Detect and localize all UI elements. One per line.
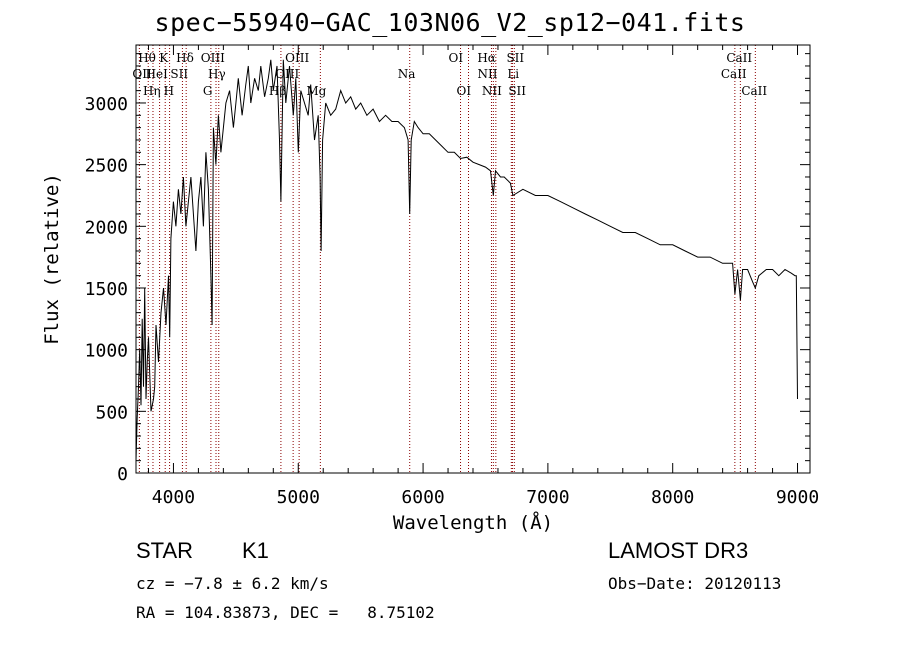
line-label-24: CaII	[721, 67, 747, 81]
x-tick-label-2: 6000	[401, 487, 444, 508]
y-tick-label-2: 1000	[85, 341, 128, 362]
line-label-4: K	[159, 51, 169, 65]
y-tick-label-0: 0	[117, 464, 128, 485]
line-label-10: OIII	[201, 51, 225, 65]
y-tick-label-4: 2000	[85, 217, 128, 238]
line-markers-layer	[138, 45, 756, 473]
line-label-23: SII	[508, 84, 526, 98]
plot-frame	[135, 44, 811, 474]
line-label-2: Hη	[143, 84, 161, 98]
line-label-9: Hγ	[208, 67, 226, 81]
x-tick-label-4: 8000	[651, 487, 694, 508]
line-label-5: H	[164, 84, 174, 98]
line-label-0: OII	[132, 67, 152, 81]
x-axis-label: Wavelength (Å)	[393, 511, 553, 534]
y-tick-label-6: 3000	[85, 94, 128, 115]
line-label-6: SII	[170, 67, 188, 81]
x-axis: 4000 5000 6000 7000 8000 9000	[147, 45, 819, 508]
line-label-16: OI	[449, 51, 464, 65]
coordinates: RA = 104.83873, DEC = 8.75102	[136, 603, 435, 622]
line-label-12: OIII	[275, 67, 299, 81]
line-label-25: CaII	[726, 51, 752, 65]
x-tick-label-1: 5000	[277, 487, 320, 508]
survey-name: LAMOST DR3	[608, 538, 749, 563]
x-tick-label-3: 7000	[526, 487, 569, 508]
line-label-19: Hα	[477, 51, 496, 65]
line-label-13: OIII	[285, 51, 309, 65]
line-label-17: OI	[457, 84, 472, 98]
line-label-20: NII	[482, 84, 502, 98]
line-label-7: Hδ	[176, 51, 194, 65]
line-labels-layer: OIIHθHηHeIKHSIIHδGHγOIIIHβOIIIOIIIMgNaOI…	[132, 51, 767, 98]
obs-date: Obs−Date: 20120113	[608, 574, 782, 593]
line-label-26: CaII	[741, 84, 767, 98]
spectrum-series	[135, 59, 798, 461]
line-label-1: Hθ	[138, 51, 156, 65]
y-tick-label-5: 2500	[85, 156, 128, 177]
line-label-15: Na	[398, 67, 416, 81]
line-label-18: NII	[477, 67, 497, 81]
object-subclass: K1	[242, 538, 269, 563]
line-label-8: G	[203, 84, 213, 98]
y-tick-label-3: 1500	[85, 279, 128, 300]
x-tick-label-5: 9000	[776, 487, 819, 508]
y-axis-label: Flux (relative)	[41, 173, 63, 345]
x-tick-label-0: 4000	[152, 487, 195, 508]
chart-title: spec−55940−GAC_103N06_V2_sp12−041.fits	[154, 8, 746, 37]
object-class: STAR	[136, 538, 194, 563]
y-tick-label-1: 500	[95, 402, 128, 423]
line-label-22: SII	[506, 51, 524, 65]
line-label-3: HeI	[146, 67, 169, 81]
line-label-21: Li	[507, 67, 519, 81]
redshift-text: cz = −7.8 ± 6.2 km/s	[136, 574, 329, 593]
y-axis: 0 500 1000 1500 2000 2500 3000	[85, 53, 810, 485]
